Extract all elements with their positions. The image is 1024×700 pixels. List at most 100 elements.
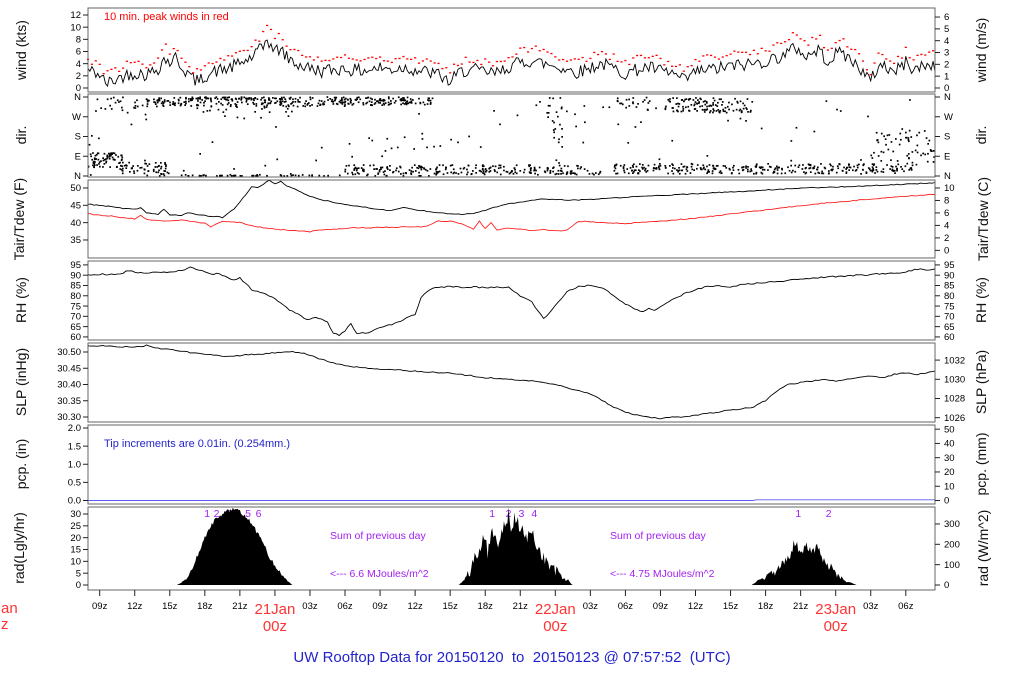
- rad-sum-note-1: Sum of previous day <--- 6.6 MJoules/m^2: [330, 505, 429, 605]
- wind-left-axis-title: wind (kts): [13, 20, 29, 80]
- x-hour-label: 12z: [407, 601, 423, 612]
- rad-sum-note-2-line1: Sum of previous day: [610, 530, 706, 542]
- rh-right-axis-title: RH (%): [973, 277, 989, 323]
- svg-text:30.50: 30.50: [57, 347, 81, 358]
- svg-text:10: 10: [944, 481, 955, 492]
- slp-panel: 30.30 30.35 30.40 30.45 30.50 1026 1028 1030 103…: [57, 342, 965, 424]
- svg-text:1028: 1028: [944, 394, 965, 405]
- svg-text:90: 90: [70, 270, 81, 281]
- x-hour-label: 06z: [618, 601, 634, 612]
- svg-text:300: 300: [944, 519, 960, 530]
- tair-panel: 35 40 45 50 0 24 68 10: [70, 179, 955, 259]
- x-hour-label: 09z: [92, 601, 108, 612]
- pcp-right-axis-title: pcp. (mm): [973, 432, 989, 496]
- rad-mj-digit: 1: [204, 508, 210, 520]
- pcp-tip-note: Tip increments are 0.01in. (0.254mm.): [104, 438, 291, 450]
- svg-text:65: 65: [944, 322, 955, 333]
- svg-text:0: 0: [944, 83, 949, 94]
- svg-text:0: 0: [944, 580, 949, 591]
- rh-border: [87, 260, 936, 341]
- svg-text:90: 90: [944, 270, 955, 281]
- rh-trace-RH: [87, 266, 936, 337]
- x-hour-label: 21z: [793, 601, 809, 612]
- svg-text:N: N: [74, 92, 81, 103]
- svg-text:10: 10: [70, 22, 81, 33]
- x-date-label: 23Jan: [815, 601, 856, 618]
- pcp-trace-precip_accum: [88, 499, 935, 501]
- rad-mj-digit: 2: [826, 508, 832, 520]
- svg-text:N: N: [944, 92, 951, 103]
- x-hour-label: 06z: [337, 601, 353, 612]
- svg-text:1026: 1026: [944, 413, 965, 424]
- clipped-date-line1: an: [1, 600, 18, 617]
- x-hour-label: 03z: [583, 601, 599, 612]
- svg-text:75: 75: [70, 301, 81, 312]
- svg-text:10: 10: [70, 557, 81, 568]
- tair-trace-Tair: [87, 179, 936, 219]
- svg-text:10: 10: [944, 183, 955, 194]
- svg-text:0: 0: [76, 83, 81, 94]
- rad-mj-digit: 3: [519, 508, 525, 520]
- svg-text:25: 25: [70, 521, 81, 532]
- svg-text:0: 0: [944, 246, 949, 257]
- svg-text:1.5: 1.5: [68, 441, 81, 452]
- svg-text:1: 1: [944, 71, 949, 82]
- rad-left-axis-title: rad(Lgly/hr): [11, 512, 27, 584]
- rh-left-axis-title: RH (%): [13, 277, 29, 323]
- svg-text:30: 30: [70, 509, 81, 520]
- svg-text:1030: 1030: [944, 374, 965, 385]
- wind-peak-dots: [86, 24, 935, 76]
- slp-left-axis-title: SLP (inHg): [13, 347, 29, 417]
- tair-left-axis-title: Tair/Tdew (F): [11, 177, 27, 261]
- rad-right-axis-title: rad (W/m^2): [975, 509, 991, 587]
- x-hour-label: 12z: [127, 601, 143, 612]
- x-hour-label: 03z: [863, 601, 879, 612]
- x-hour-label: 09z: [372, 601, 388, 612]
- svg-text:6: 6: [944, 208, 949, 219]
- svg-text:40: 40: [944, 439, 955, 450]
- rad-mj-digit: 1: [489, 508, 495, 520]
- clipped-date-label: an z: [1, 601, 18, 633]
- rad-fill-22Jan_solar: [751, 540, 857, 585]
- svg-text:80: 80: [70, 291, 81, 302]
- svg-text:5: 5: [76, 568, 81, 579]
- x-hour-label: 21z: [513, 601, 529, 612]
- rad-mj-digits: 123456123412: [204, 508, 832, 520]
- x-hour-label: 06z: [898, 601, 914, 612]
- x-hour-label: 03z: [302, 601, 318, 612]
- x-hour-label: 15z: [162, 601, 178, 612]
- svg-text:8: 8: [76, 35, 81, 46]
- svg-text:80: 80: [944, 291, 955, 302]
- svg-text:40: 40: [70, 218, 81, 229]
- tair-border: [87, 179, 936, 259]
- x-date-label: 21Jan: [254, 601, 295, 618]
- slp-trace-SLP: [87, 344, 936, 420]
- wind-peak-note: 10 min. peak winds in red: [104, 11, 229, 23]
- svg-text:2: 2: [76, 71, 81, 82]
- svg-text:30.30: 30.30: [57, 412, 81, 423]
- rad-sum-note-1-line2: <--- 6.6 MJoules/m^2: [330, 567, 429, 580]
- svg-text:20: 20: [944, 467, 955, 478]
- svg-text:95: 95: [70, 260, 81, 271]
- rad-fill-21Jan_solar: [458, 507, 573, 585]
- pcp-panel: 0.0 0.5 1.0 1.5 2.0 0 10 20 30 40 50: [68, 423, 955, 506]
- svg-text:12: 12: [70, 10, 81, 21]
- rad-mj-digit: 6: [256, 508, 262, 520]
- svg-text:S: S: [75, 132, 81, 143]
- svg-text:2: 2: [944, 60, 949, 71]
- svg-text:0: 0: [944, 496, 949, 507]
- svg-text:N: N: [74, 171, 81, 182]
- svg-text:85: 85: [944, 281, 955, 292]
- svg-text:100: 100: [944, 560, 960, 571]
- page-title: UW Rooftop Data for 20150120 to 20150123…: [293, 649, 731, 666]
- svg-text:4: 4: [76, 59, 81, 70]
- svg-text:8: 8: [944, 196, 949, 207]
- rad-panel: 1234561234120510152025300100200300: [70, 506, 960, 591]
- wind-trace: [87, 39, 936, 88]
- svg-text:75: 75: [944, 301, 955, 312]
- svg-text:50: 50: [944, 424, 955, 435]
- svg-text:60: 60: [70, 332, 81, 343]
- svg-text:60: 60: [944, 332, 955, 343]
